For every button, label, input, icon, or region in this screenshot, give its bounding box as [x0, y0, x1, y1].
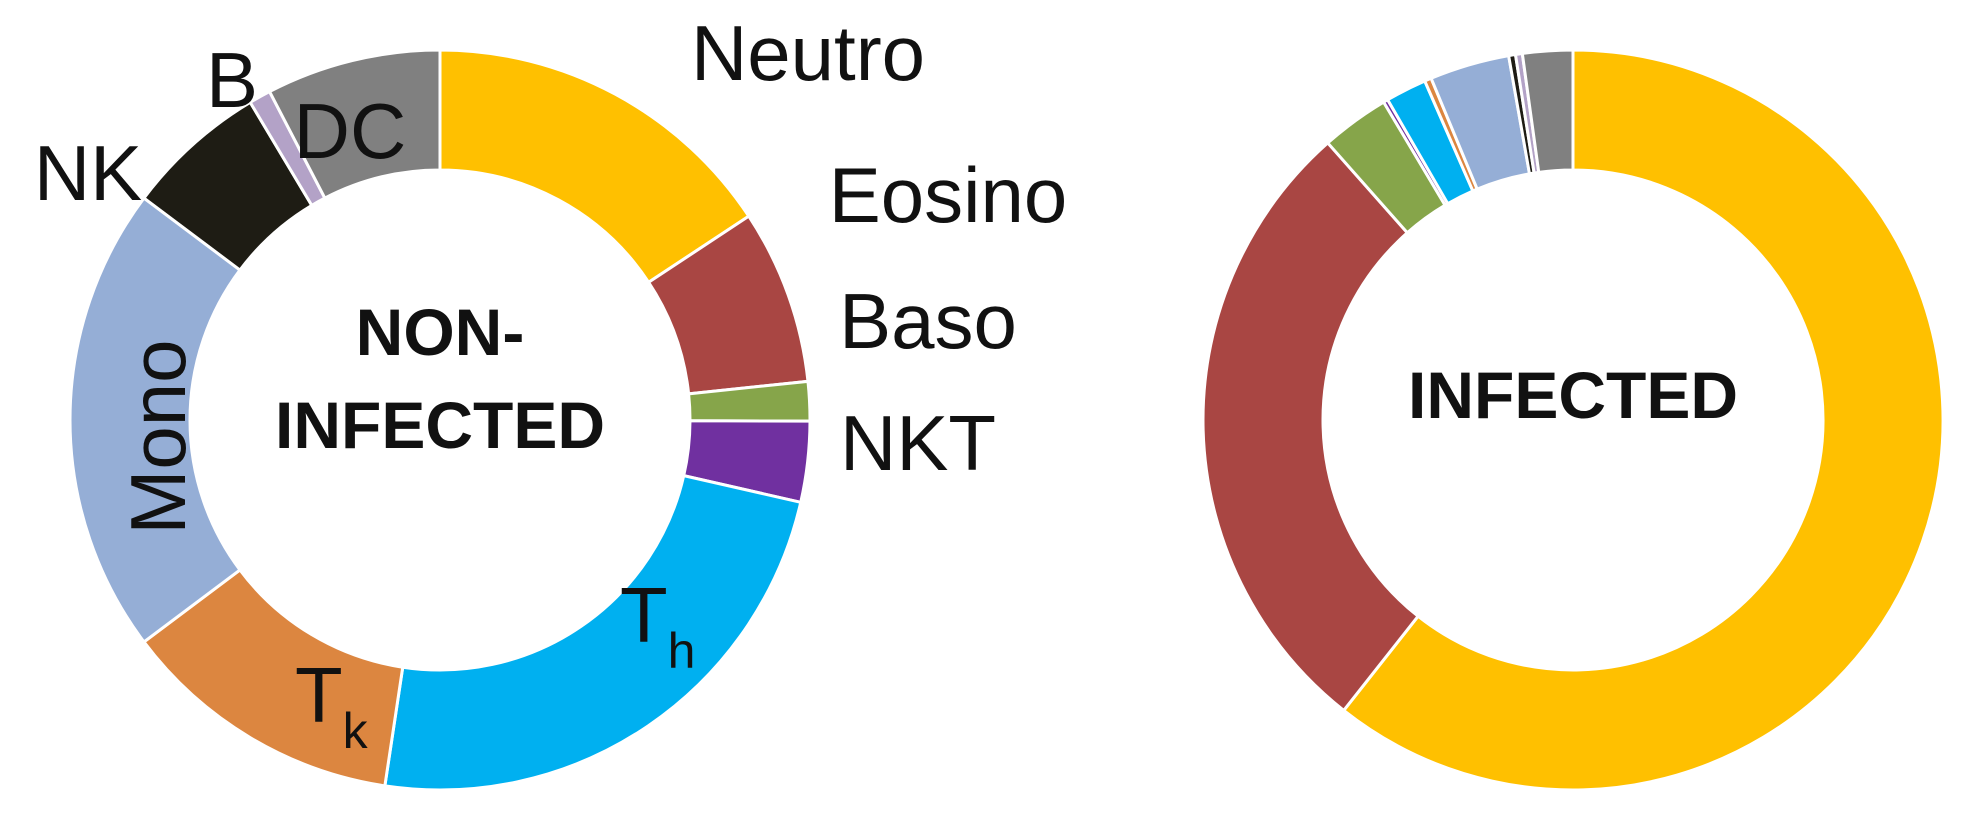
slice-label-eosino: Eosino [829, 151, 1068, 239]
slice-label-b: B [206, 36, 258, 124]
non-infected-donut: Neutro Eosino Baso NKT Th Tk Mono NK B DC NON- INFE… [34, 9, 1068, 792]
center-label-line-2: INFECTED [275, 388, 605, 462]
slice-th [383, 473, 803, 792]
slice-dc [267, 48, 442, 201]
infected-donut: INFECTED [1201, 48, 1945, 792]
slice-label-mono: Mono [114, 339, 202, 534]
slice-eosino [1201, 140, 1421, 713]
slice-mono [68, 195, 243, 645]
slice-label-dc: DC [294, 87, 407, 175]
slice-label-tk: Tk [295, 651, 369, 759]
slice-neutro [1341, 48, 1945, 792]
slice-label-nk: NK [34, 129, 142, 217]
slice-label-neutro: Neutro [691, 9, 925, 97]
slice-label-baso: Baso [839, 277, 1017, 365]
center-label-line-1: NON- [356, 295, 525, 369]
slice-dc [1520, 48, 1575, 175]
slice-label-th: Th [620, 571, 695, 679]
slice-label-nkt: NKT [840, 399, 996, 487]
center-label-line-1: INFECTED [1408, 358, 1738, 432]
